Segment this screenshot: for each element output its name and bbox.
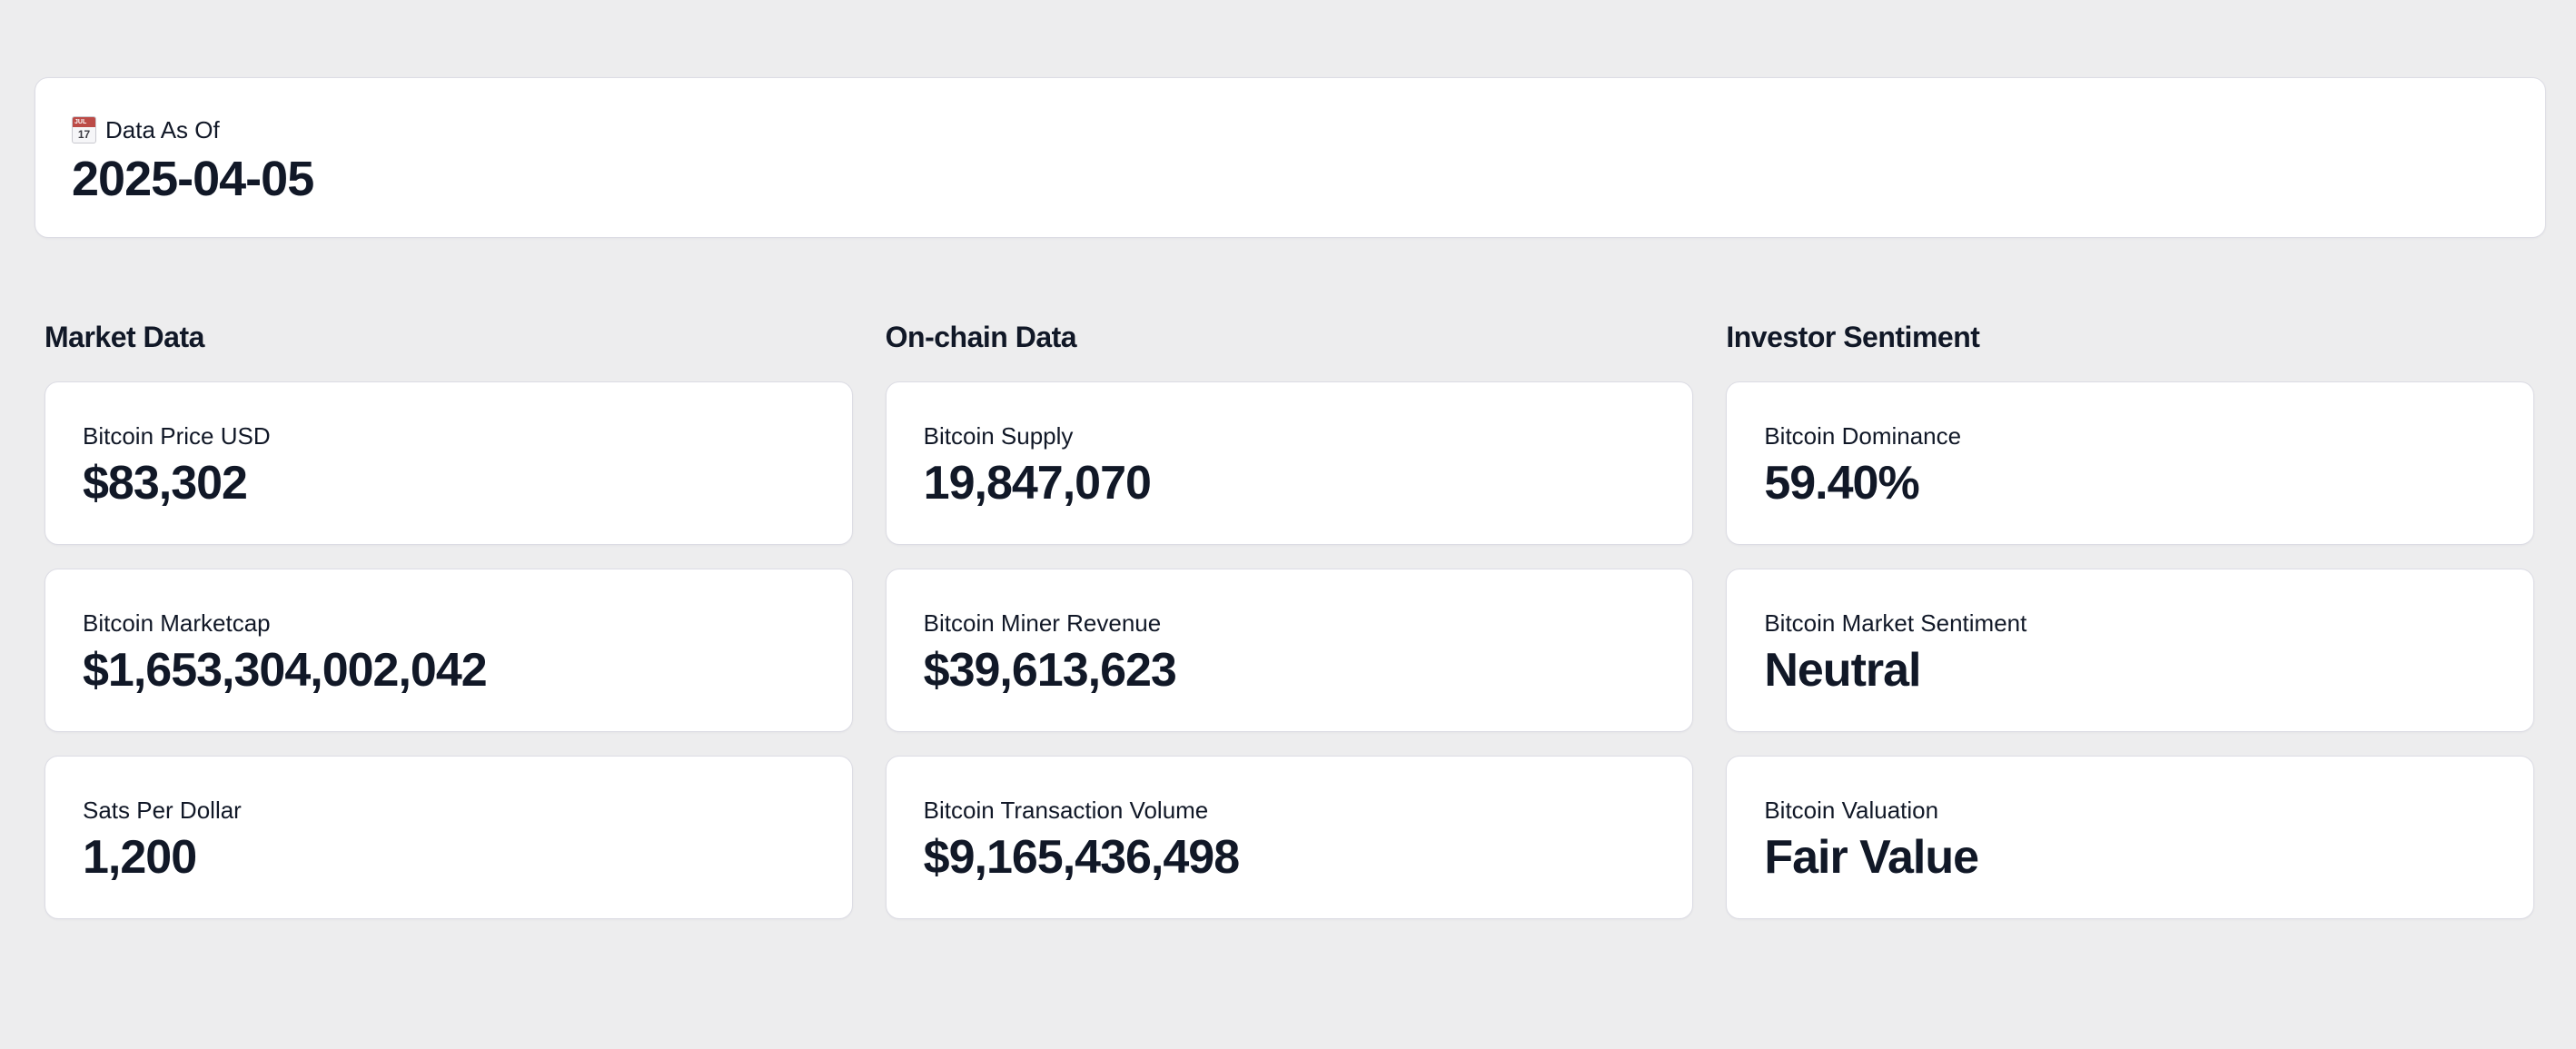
metric-label: Bitcoin Marketcap xyxy=(83,609,271,637)
metric-value: $39,613,623 xyxy=(923,644,1177,697)
metric-label: Bitcoin Dominance xyxy=(1764,422,1962,450)
card-bitcoin-price-usd: Bitcoin Price USD $83,302 xyxy=(45,381,853,545)
metric-label: Bitcoin Transaction Volume xyxy=(923,797,1209,824)
calendar-icon-day: 17 xyxy=(77,128,91,141)
metric-label: Bitcoin Market Sentiment xyxy=(1764,609,2027,637)
metrics-grid: Market Data Bitcoin Price USD $83,302 Bi… xyxy=(45,320,2534,919)
metric-value: 59.40% xyxy=(1764,457,1919,510)
section-market-data: Market Data Bitcoin Price USD $83,302 Bi… xyxy=(45,320,853,919)
metric-label: Bitcoin Valuation xyxy=(1764,797,1939,824)
data-as-of-label-row: JUL 17 Data As Of xyxy=(72,116,2509,143)
metric-value: $83,302 xyxy=(83,457,248,510)
calendar-icon: JUL 17 xyxy=(72,116,96,143)
metric-label: Sats Per Dollar xyxy=(83,797,242,824)
metric-label: Bitcoin Supply xyxy=(923,422,1074,450)
metric-label: Bitcoin Miner Revenue xyxy=(923,609,1162,637)
card-bitcoin-miner-revenue: Bitcoin Miner Revenue $39,613,623 xyxy=(885,569,1694,732)
data-as-of-label: Data As Of xyxy=(105,115,220,143)
card-bitcoin-valuation: Bitcoin Valuation Fair Value xyxy=(1726,756,2534,919)
section-investor-sentiment: Investor Sentiment Bitcoin Dominance 59.… xyxy=(1726,320,2534,919)
dashboard-page: JUL 17 Data As Of 2025-04-05 Market Data… xyxy=(0,77,2576,919)
card-sats-per-dollar: Sats Per Dollar 1,200 xyxy=(45,756,853,919)
metric-value: 19,847,070 xyxy=(923,457,1152,510)
card-bitcoin-market-sentiment: Bitcoin Market Sentiment Neutral xyxy=(1726,569,2534,732)
section-title-market-data: Market Data xyxy=(45,321,204,353)
card-bitcoin-dominance: Bitcoin Dominance 59.40% xyxy=(1726,381,2534,545)
metric-label: Bitcoin Price USD xyxy=(83,422,271,450)
metric-value: Fair Value xyxy=(1764,831,1979,884)
card-bitcoin-transaction-volume: Bitcoin Transaction Volume $9,165,436,49… xyxy=(885,756,1694,919)
metric-value: $1,653,304,002,042 xyxy=(83,644,488,697)
metric-value: Neutral xyxy=(1764,644,1921,697)
metric-value: $9,165,436,498 xyxy=(923,831,1240,884)
data-as-of-value: 2025-04-05 xyxy=(72,152,314,206)
metric-value: 1,200 xyxy=(83,831,197,884)
section-title-investor-sentiment: Investor Sentiment xyxy=(1726,321,1980,353)
card-bitcoin-supply: Bitcoin Supply 19,847,070 xyxy=(885,381,1694,545)
data-as-of-card: JUL 17 Data As Of 2025-04-05 xyxy=(35,77,2546,238)
section-on-chain-data: On-chain Data Bitcoin Supply 19,847,070 … xyxy=(885,320,1694,919)
calendar-icon-month: JUL xyxy=(73,117,95,127)
card-bitcoin-marketcap: Bitcoin Marketcap $1,653,304,002,042 xyxy=(45,569,853,732)
section-title-on-chain-data: On-chain Data xyxy=(885,321,1077,353)
